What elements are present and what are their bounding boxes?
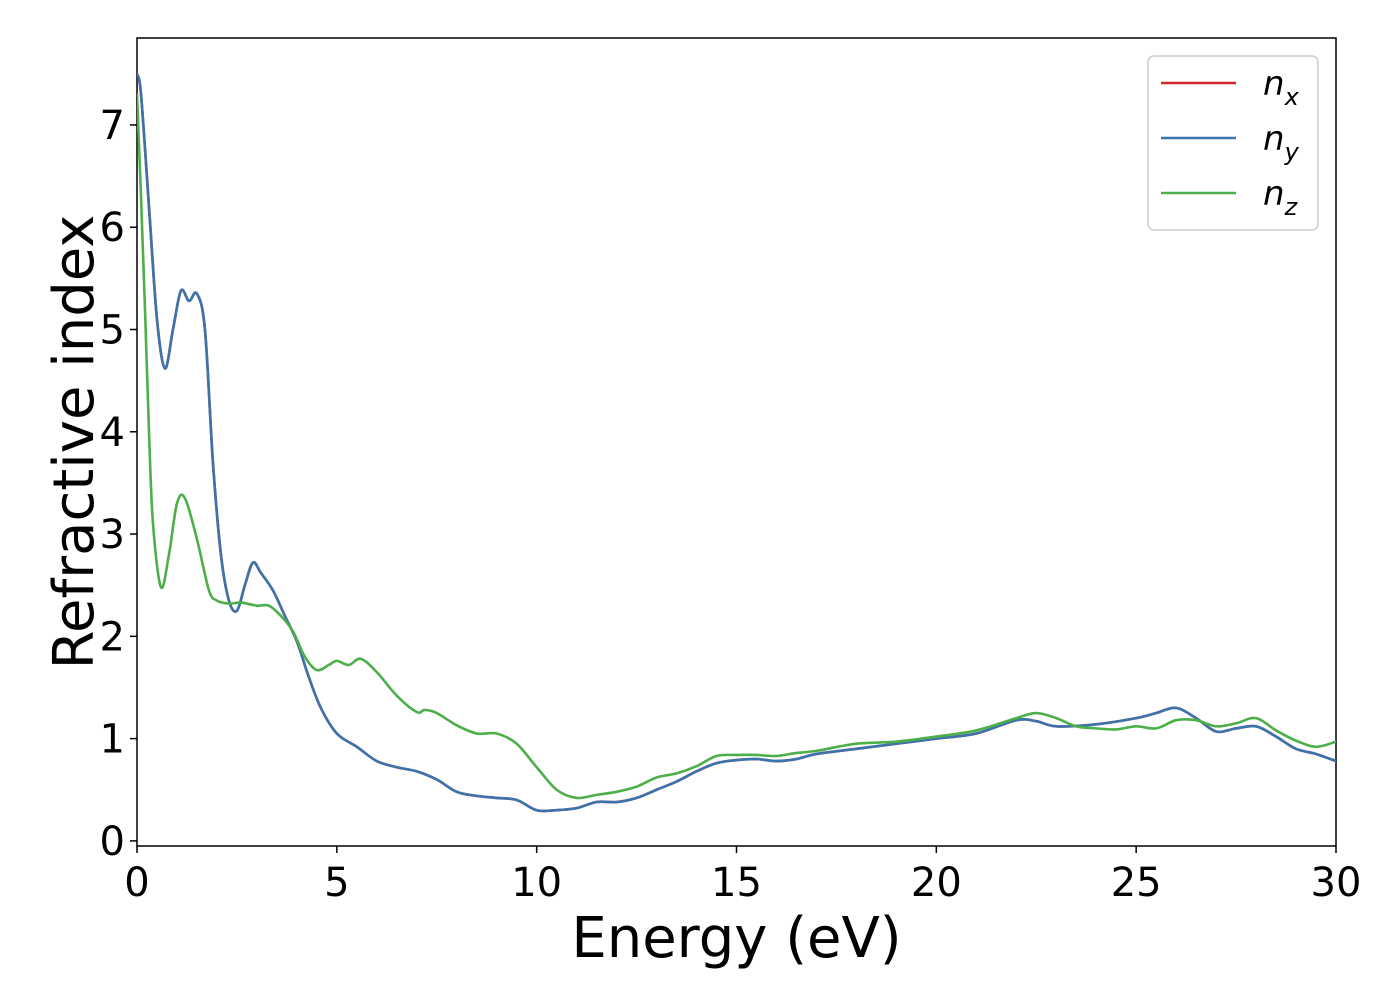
x-axis-label: Energy (eV) bbox=[571, 906, 901, 971]
plot-frame bbox=[136, 37, 1337, 847]
y-tick-label: 5 bbox=[100, 307, 125, 353]
y-tick-label: 4 bbox=[100, 410, 125, 456]
x-tick-label: 15 bbox=[711, 860, 762, 906]
x-tick-label: 10 bbox=[511, 860, 562, 906]
y-tick-label: 3 bbox=[100, 512, 125, 558]
series-line-ny bbox=[137, 72, 1336, 813]
series-line-nz bbox=[137, 92, 1336, 800]
x-axis-ticks: 0 5 10 15 20 25 30 bbox=[124, 846, 1361, 906]
y-tick-label: 6 bbox=[100, 205, 125, 251]
legend-label-nx: nx bbox=[1263, 64, 1300, 111]
x-tick-label: 20 bbox=[911, 860, 962, 906]
plot-area: 0 5 10 15 20 25 30 0 1 2 3 4 5 6 7 bbox=[100, 37, 1361, 906]
y-axis-ticks: 0 1 2 3 4 5 6 7 bbox=[100, 103, 137, 865]
legend-label-ny: ny bbox=[1263, 119, 1300, 166]
legend-label-nz: nz bbox=[1263, 174, 1299, 221]
y-tick-label: 1 bbox=[100, 717, 125, 763]
y-tick-label: 2 bbox=[100, 614, 125, 660]
y-axis-label: Refractive index bbox=[42, 215, 107, 670]
x-tick-label: 5 bbox=[324, 860, 349, 906]
legend: nx ny nz bbox=[1147, 55, 1319, 231]
y-tick-label: 7 bbox=[100, 103, 125, 149]
x-tick-label: 25 bbox=[1111, 860, 1162, 906]
y-tick-label: 0 bbox=[100, 819, 125, 865]
legend-box bbox=[1147, 55, 1319, 231]
x-tick-label: 30 bbox=[1311, 860, 1362, 906]
x-tick-label: 0 bbox=[124, 860, 149, 906]
series-layer bbox=[137, 72, 1336, 813]
